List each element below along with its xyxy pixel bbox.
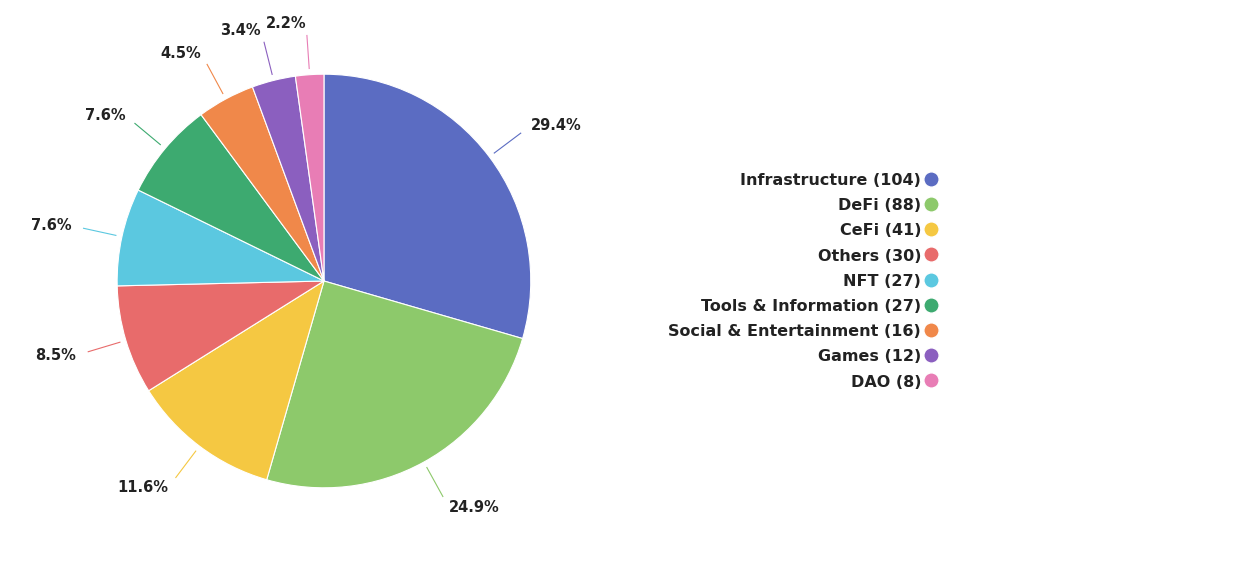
Wedge shape: [117, 281, 324, 391]
Text: 29.4%: 29.4%: [531, 118, 582, 133]
Text: 7.6%: 7.6%: [31, 218, 71, 233]
Text: 4.5%: 4.5%: [161, 46, 201, 61]
Wedge shape: [117, 190, 324, 286]
Text: 2.2%: 2.2%: [265, 16, 307, 30]
Wedge shape: [253, 76, 324, 281]
Wedge shape: [148, 281, 324, 480]
Wedge shape: [324, 74, 531, 338]
Wedge shape: [295, 74, 324, 281]
Text: 11.6%: 11.6%: [117, 480, 168, 495]
Text: 24.9%: 24.9%: [449, 500, 500, 515]
Text: 8.5%: 8.5%: [35, 348, 76, 363]
Text: 7.6%: 7.6%: [85, 108, 126, 123]
Wedge shape: [267, 281, 522, 488]
Text: 3.4%: 3.4%: [221, 22, 262, 38]
Wedge shape: [201, 87, 324, 281]
Legend: Infrastructure (104), DeFi (88), CeFi (41), Others (30), NFT (27), Tools & Infor: Infrastructure (104), DeFi (88), CeFi (4…: [668, 173, 931, 389]
Wedge shape: [138, 115, 324, 281]
